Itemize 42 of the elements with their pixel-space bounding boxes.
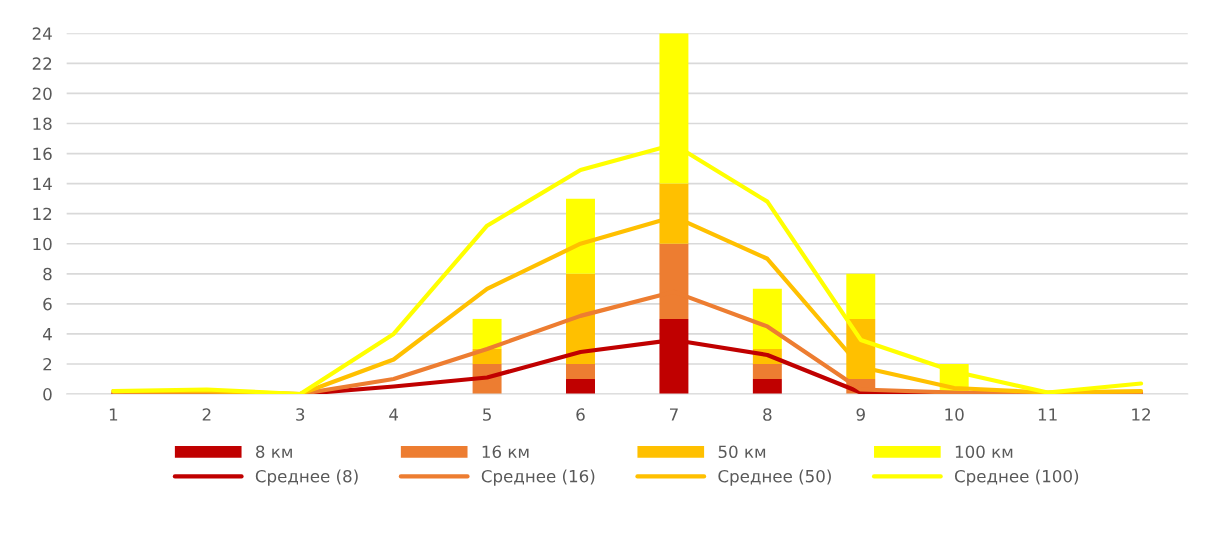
- x-tick-label: 3: [296, 408, 305, 421]
- y-tick-label: 24: [32, 27, 52, 40]
- bar: [472, 318, 502, 349]
- x-tick-label: 10: [945, 408, 964, 421]
- y-tick-label: 2: [43, 357, 52, 371]
- bar: [846, 273, 876, 319]
- y-tick-label: 16: [33, 147, 52, 161]
- bar: [566, 379, 595, 395]
- y-tick-label: 20: [32, 87, 52, 100]
- bar: [566, 198, 595, 274]
- bar: [752, 363, 782, 380]
- x-tick-label: 2: [202, 408, 211, 421]
- bar: [566, 273, 595, 364]
- y-tick-label: 12: [33, 207, 52, 221]
- x-tick-label: 9: [856, 408, 865, 421]
- legend-label: Среднее (100): [954, 469, 1079, 486]
- x-tick-label: 6: [576, 408, 585, 421]
- y-tick-label: 18: [33, 117, 52, 131]
- y-tick-label: 6: [43, 297, 52, 311]
- x-tick-label: 4: [389, 408, 399, 421]
- legend-label: 8 км: [256, 445, 292, 459]
- y-tick-label: 22: [32, 57, 52, 70]
- y-tick-label: 8: [43, 267, 52, 281]
- bar: [566, 363, 595, 380]
- x-tick-label: 5: [483, 408, 491, 421]
- legend-label: 100 км: [955, 445, 1013, 459]
- y-tick-label: 4: [42, 328, 52, 341]
- legend-label: 50 км: [718, 445, 766, 459]
- legend-label: Среднее (16): [481, 469, 595, 486]
- y-tick-label: 10: [33, 237, 52, 251]
- x-tick-label: 1: [109, 408, 118, 421]
- x-tick-label: 11: [1038, 408, 1057, 421]
- x-tick-label: 7: [669, 408, 678, 421]
- x-tick-label: 12: [1132, 408, 1150, 421]
- bar: [752, 288, 782, 349]
- x-tick-label: 8: [763, 408, 772, 421]
- legend-label: Среднее (50): [718, 469, 831, 486]
- legend-label: 16 км: [482, 445, 529, 459]
- legend-label: Среднее (8): [255, 469, 358, 486]
- y-tick-label: 0: [43, 388, 52, 401]
- bar: [752, 379, 782, 395]
- y-tick-label: 14: [33, 177, 52, 190]
